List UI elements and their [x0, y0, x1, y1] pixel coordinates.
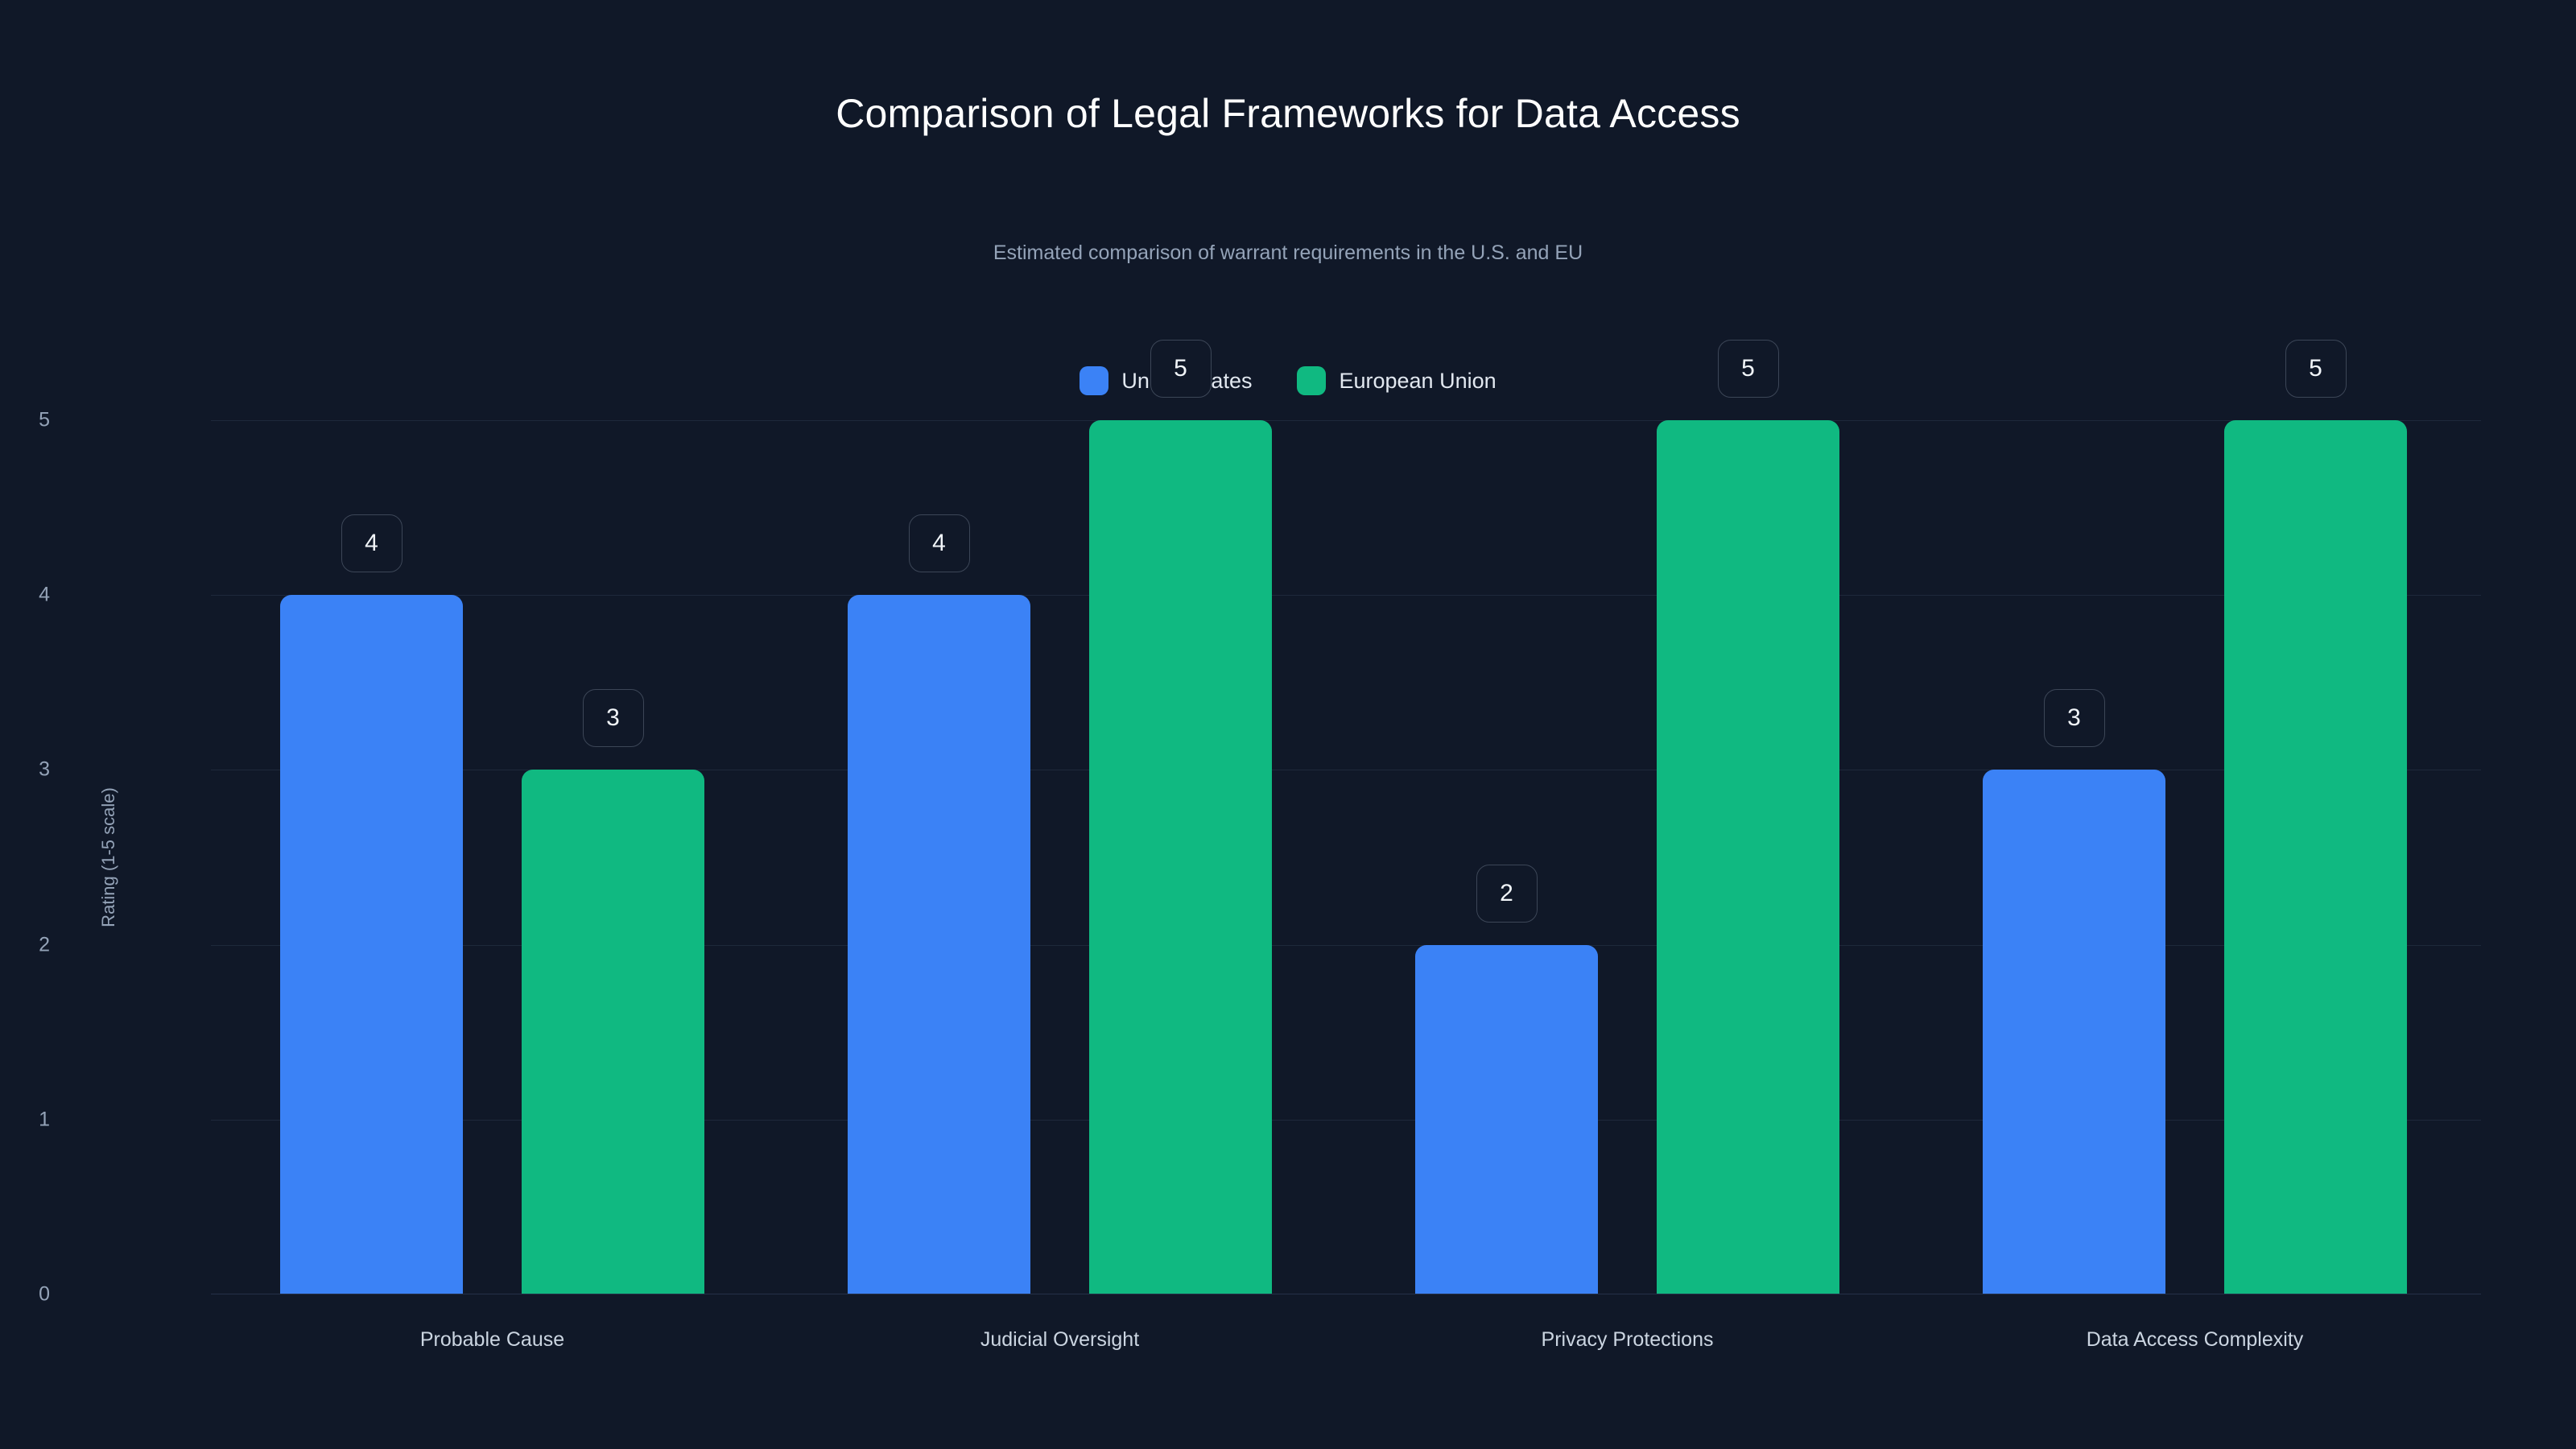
- plot-area: 0 1 2 3 4 5 4 3 4 5 2 5 3 5: [39, 340, 2481, 1306]
- bar[interactable]: [522, 770, 704, 1294]
- y-axis-tick-label: 2: [39, 933, 50, 956]
- y-axis-tick-label: 4: [39, 583, 50, 606]
- data-label-badge: 4: [341, 514, 402, 573]
- legend-label: European Union: [1339, 369, 1496, 393]
- y-axis-title: Rating (1-5 scale): [98, 787, 118, 927]
- chart-subtitle: Estimated comparison of warrant requirem…: [993, 242, 1583, 264]
- bar[interactable]: [1657, 420, 1839, 1294]
- bar[interactable]: [1089, 420, 1272, 1294]
- gridline: [211, 595, 2481, 597]
- x-axis-tick-label: Data Access Complexity: [2086, 1328, 2304, 1351]
- y-axis-tick-label: 1: [39, 1108, 50, 1131]
- bar[interactable]: [2224, 420, 2407, 1294]
- data-label-badge: 5: [1717, 340, 1779, 398]
- gridline: [211, 944, 2481, 946]
- x-axis-labels: Probable Cause Judicial Oversight Privacy …: [211, 1328, 2481, 1377]
- legend-item-european-union[interactable]: European Union: [1297, 366, 1496, 395]
- gridline: [211, 420, 2481, 421]
- bar[interactable]: [1983, 770, 2165, 1294]
- data-label-badge: 2: [1476, 864, 1538, 923]
- data-label-badge: 5: [2285, 340, 2347, 398]
- gridline: [211, 1119, 2481, 1121]
- y-axis-tick-label: 5: [39, 408, 50, 431]
- y-axis-tick-label: 0: [39, 1282, 50, 1306]
- legend-swatch-icon: [1297, 366, 1327, 395]
- bar[interactable]: [848, 595, 1030, 1294]
- y-axis-tick-label: 3: [39, 758, 50, 781]
- chart-legend: United States European Union: [0, 366, 2576, 395]
- x-axis-tick-label: Privacy Protections: [1541, 1328, 1714, 1351]
- bar[interactable]: [1415, 944, 1598, 1294]
- data-label-badge: 4: [908, 514, 970, 573]
- x-axis-tick-label: Probable Cause: [419, 1328, 565, 1351]
- bar[interactable]: [280, 595, 463, 1294]
- data-label-badge: 5: [1150, 340, 1212, 398]
- data-label-badge: 3: [2043, 689, 2105, 748]
- data-label-badge: 3: [582, 689, 644, 748]
- legend-swatch-icon: [1080, 366, 1109, 395]
- x-axis-tick-label: Judicial Oversight: [980, 1328, 1140, 1351]
- chart-title: Comparison of Legal Frameworks for Data …: [836, 91, 1740, 136]
